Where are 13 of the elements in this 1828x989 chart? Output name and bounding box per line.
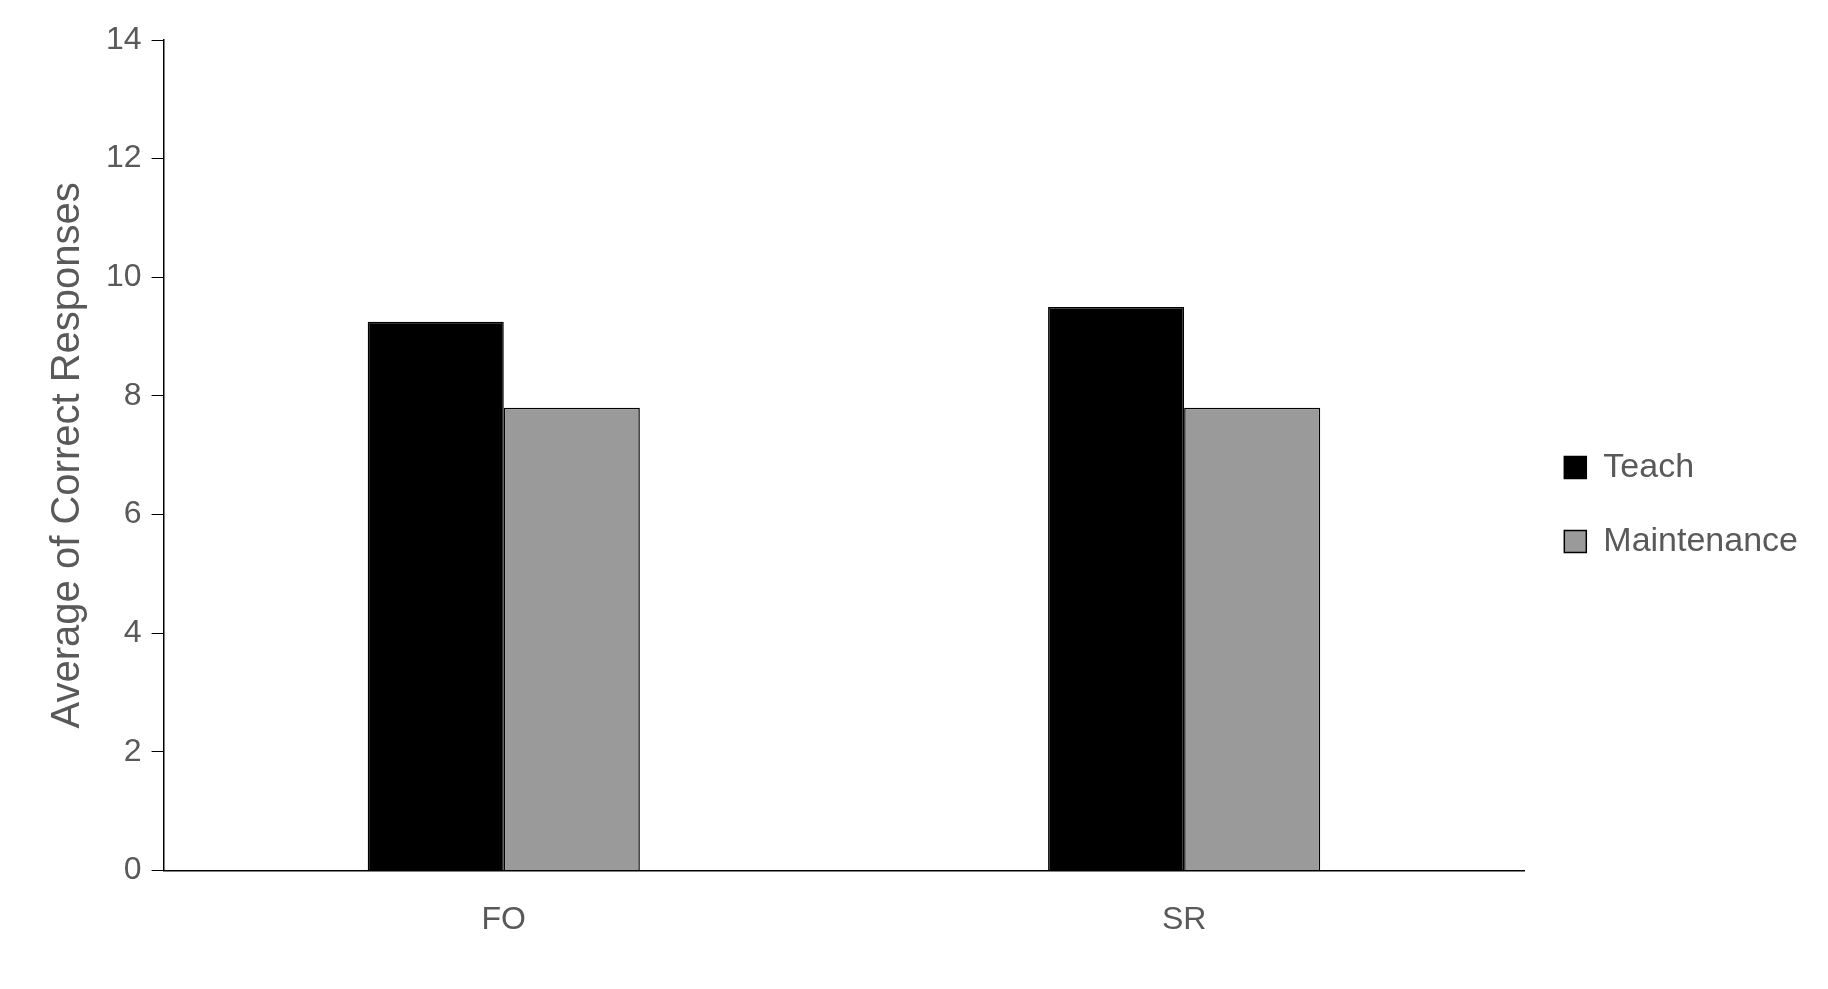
y-tick-label: 0	[123, 850, 142, 887]
x-tick-label: FO	[481, 899, 526, 936]
x-tick-label: SR	[1161, 899, 1207, 936]
y-axis-title: Average of Correct Responses	[43, 182, 88, 729]
y-tick-label: 4	[123, 613, 142, 650]
y-tick-label: 14	[106, 19, 142, 56]
y-tick-label: 8	[123, 375, 142, 412]
y-tick-label: 6	[123, 494, 142, 531]
y-tick-label: 12	[106, 138, 142, 175]
y-tick-label: 10	[106, 257, 142, 294]
legend-label: Teach	[1603, 445, 1695, 484]
legend-label: Maintenance	[1603, 519, 1798, 558]
y-tick-label: 2	[123, 731, 142, 768]
